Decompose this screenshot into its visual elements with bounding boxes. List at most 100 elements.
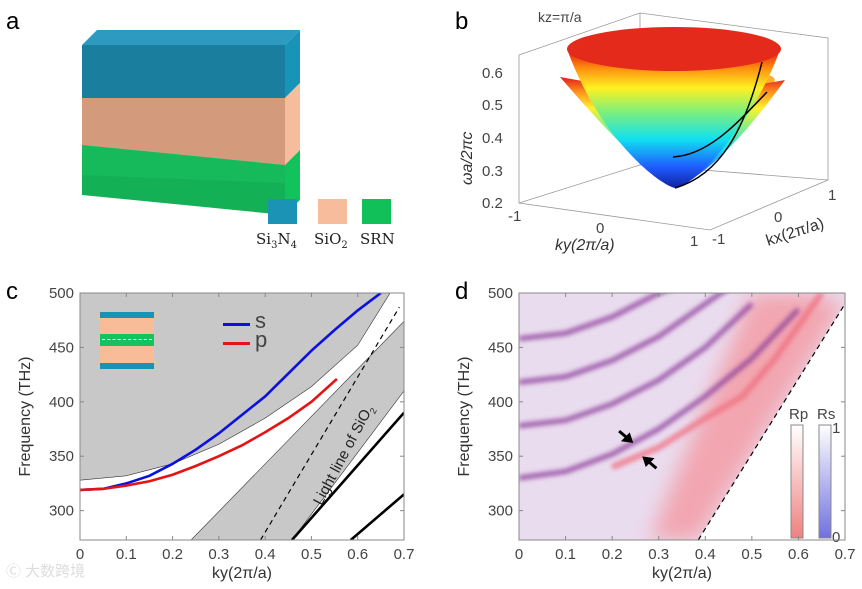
c-xtick-label: 0.1 [116,546,137,563]
d-band-p-band [610,293,825,470]
c-xtick-label: 0 [76,546,84,563]
panel-label-b: b [455,8,469,35]
dispersion-line-2 [672,91,768,158]
d-colorbar-label: Rs [817,406,835,423]
d-xlabel: ky(2π/a) [652,565,712,582]
d-ytick-label: 350 [488,448,513,465]
legend-label-s: s [255,308,266,333]
c-xtick-label: 0.2 [162,546,183,563]
d-xtick-label: 0.6 [788,546,809,563]
svg-text:1: 1 [690,233,698,250]
panel-label-c: c [6,278,18,305]
d-xtick-label: 0.4 [695,546,716,563]
d-colorbar-label: Rp [789,406,808,423]
d-colorbar-min: 0 [832,529,840,546]
svg-text:-1: -1 [508,208,521,225]
b-xlabel: ky(2π/a) [555,237,615,254]
d-band-s-band-1 [519,307,801,481]
d-xtick-label: 0.2 [602,546,623,563]
d-p-continuum [649,293,845,540]
svg-text:0.3: 0.3 [482,163,503,180]
d-ytick-label: 400 [488,394,513,411]
c-xtick-label: 0.3 [208,546,229,563]
inner-band-top [567,27,781,71]
svg-text:-1: -1 [712,231,725,248]
d-xtick-label: 0 [515,546,523,563]
c-xtick-label: 0.4 [255,546,276,563]
d-axes-frame [518,292,846,541]
d-below-light-line [698,293,845,540]
d-band-s-band-3 [519,293,726,385]
c-series-light-line [259,306,400,540]
d-band-s-band-2 [519,302,754,429]
c-region-upper-continuum [80,293,391,481]
d-band-s-band-4 [519,293,666,342]
legend-label-p: p [255,327,268,352]
dispersion-line-1 [674,61,763,189]
c-xtick-label: 0.5 [301,546,322,563]
b-zlabel: ωa/2πc [459,132,476,185]
c-xtick-label: 0.7 [394,546,415,563]
c-ytick-label: 500 [49,285,74,302]
svg-text:1: 1 [828,187,836,204]
svg-text:0.4: 0.4 [482,130,503,147]
legend-label-sio2: SiO2 [314,230,348,251]
cube-side-si3n4 [285,30,300,98]
c-xtick-label: 0.6 [347,546,368,563]
c-region-lower-band [190,320,404,540]
d-arrow-icon [642,456,658,470]
watermark: Ⓒ 大数跨境 [6,563,86,580]
c-series-guided-mode-2 [349,493,404,540]
svg-text:0.6: 0.6 [482,65,503,82]
d-xtick-label: 0.1 [555,546,576,563]
d-xtick-label: 0.7 [835,546,856,563]
panel-label-a: a [6,8,20,35]
d-xtick-label: 0.5 [741,546,762,563]
cube-front-sio2 [82,98,285,165]
legend-line-p [223,342,250,345]
d-colorbar-max: 1 [832,420,840,437]
c-series-s [80,293,382,492]
c-ytick-label: 450 [49,339,74,356]
c-xlabel: ky(2π/a) [212,565,272,582]
c-ytick-label: 400 [49,394,74,411]
c-ylabel: Frequency (THz) [17,356,34,476]
b-zticks: 0.6 0.5 0.4 0.3 0.2 [482,65,503,212]
cube-front-si3n4 [82,45,285,98]
d-xtick-label: 0.3 [648,546,669,563]
d-ytick-label: 500 [488,285,513,302]
legend-swatch-srn [362,199,391,224]
d-arrow-icon [618,430,634,443]
cube-side-sio2 [285,83,300,165]
d-colorbar-Rp [790,424,804,539]
cube-top-si3n4 [82,30,300,45]
svg-text:0.2: 0.2 [482,195,503,212]
legend-label-si3n4: Si3N4 [256,230,297,251]
c-series-p [80,377,338,492]
c-plot-area [80,293,404,540]
legend-swatch-sio2 [318,199,347,224]
legend-line-s [223,323,250,326]
d-colorbar-Rs [818,424,832,539]
d-ytick-label: 300 [488,503,513,520]
c-ytick-label: 300 [49,503,74,520]
b-xticks: -1 0 1 [508,208,698,250]
b-yticks: -1 0 1 [712,187,836,248]
b-title: kz=π/a [538,9,582,25]
d-ytick-label: 450 [488,339,513,356]
c-inset-structure [100,312,154,369]
legend-label-srn: SRN [360,230,395,248]
d-light-line [697,303,845,540]
d-ylabel: Frequency (THz) [456,356,473,476]
svg-text:0: 0 [774,209,782,226]
c-ytick-label: 350 [49,448,74,465]
cube-side-srn [285,150,300,215]
c-series-guided-mode-1 [291,411,404,540]
inner-band-surface [567,49,780,188]
panel-label-d: d [455,278,469,305]
c-axes-frame [79,292,405,541]
